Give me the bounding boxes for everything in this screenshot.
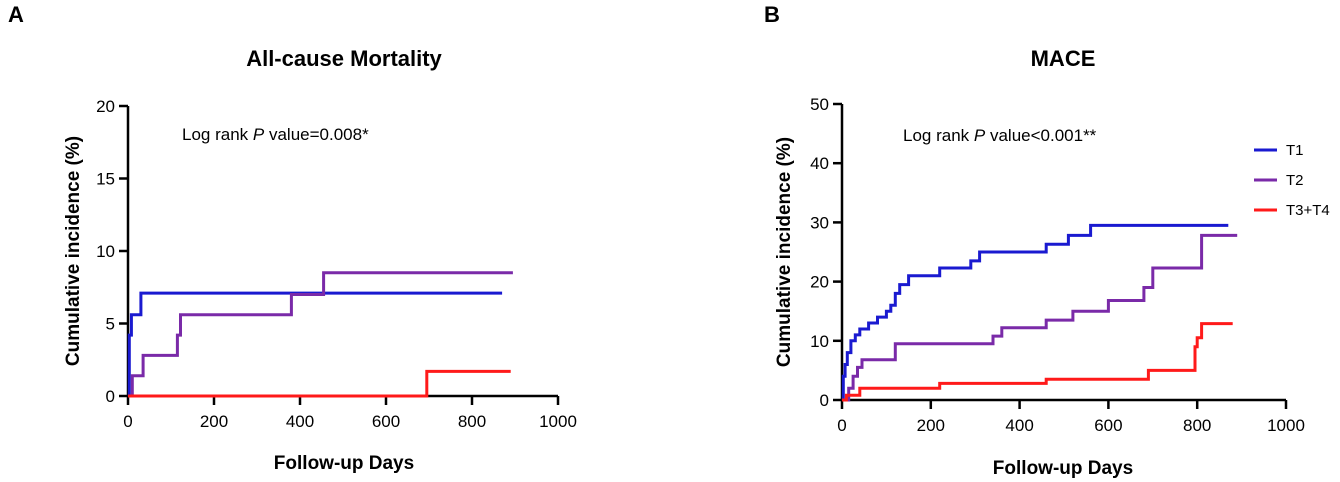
panel-a-y-axis-label: Cumulative incidence (%) — [63, 136, 84, 366]
panel-b-x-axis-label: Follow-up Days — [993, 458, 1133, 479]
panel-b-x-tick-label: 200 — [917, 416, 945, 435]
panel-a-x-tick-label: 200 — [200, 412, 228, 431]
panel-b-y-tick-label: 40 — [810, 154, 829, 173]
panel-a-y-tick-label: 20 — [96, 97, 115, 116]
panel-b-x-tick-label: 600 — [1094, 416, 1122, 435]
panel-a-y-tick-label: 10 — [96, 242, 115, 261]
panel-a-x-tick-label: 400 — [286, 412, 314, 431]
panel-a-series-t3-t4 — [128, 369, 511, 398]
panel-b-letter: B — [764, 2, 780, 27]
panel-b-legend-label: T3+T4 — [1286, 202, 1330, 219]
panel-b-x-tick-label: 400 — [1005, 416, 1033, 435]
panel-a-all-cause-mortality: A All-cause Mortality Log rank P value=0… — [8, 2, 577, 474]
panel-b-y-axis-label: Cumulative incidence (%) — [774, 137, 795, 367]
panel-b-series-t2 — [842, 233, 1238, 402]
panel-a-x-tick-label: 600 — [372, 412, 400, 431]
panel-a-y-tick-label: 15 — [96, 170, 115, 189]
panel-b-legend-label: T1 — [1286, 142, 1304, 159]
panel-a-x-tick-label: 0 — [123, 412, 132, 431]
panel-a-y-tick-label: 0 — [106, 387, 115, 406]
panel-b-y-tick-label: 10 — [810, 332, 829, 351]
panel-a-series-t2 — [128, 271, 513, 398]
panel-a-x-tick-label: 1000 — [539, 412, 577, 431]
panel-b-x-tick-label: 800 — [1183, 416, 1211, 435]
panel-a-series-t1 — [127, 291, 503, 398]
panel-b-series-t1 — [841, 223, 1229, 402]
panel-b-x-tick-label: 0 — [837, 416, 846, 435]
panel-b-y-tick-label: 20 — [810, 273, 829, 292]
panel-b-title: MACE — [1031, 46, 1096, 71]
panel-b-y-tick-label: 50 — [810, 95, 829, 114]
panel-a-x-axis-label: Follow-up Days — [274, 453, 414, 474]
panel-a-x-tick-label: 800 — [458, 412, 486, 431]
panel-b-annotation: Log rank P value<0.001** — [903, 126, 1097, 145]
panel-b-y-tick-label: 0 — [820, 391, 829, 410]
panel-a-y-tick-label: 5 — [106, 315, 115, 334]
panel-a-letter: A — [8, 2, 24, 27]
panel-b-y-tick-label: 30 — [810, 213, 829, 232]
panel-b-mace: B MACE Log rank P value<0.001** Follow-u… — [764, 2, 1330, 479]
panel-b-legend-label: T2 — [1286, 172, 1304, 189]
panel-b-x-tick-label: 1000 — [1267, 416, 1305, 435]
panel-a-title: All-cause Mortality — [246, 46, 442, 71]
panel-b-series-t3-t4 — [842, 322, 1233, 402]
panel-a-annotation: Log rank P value=0.008* — [182, 125, 369, 144]
